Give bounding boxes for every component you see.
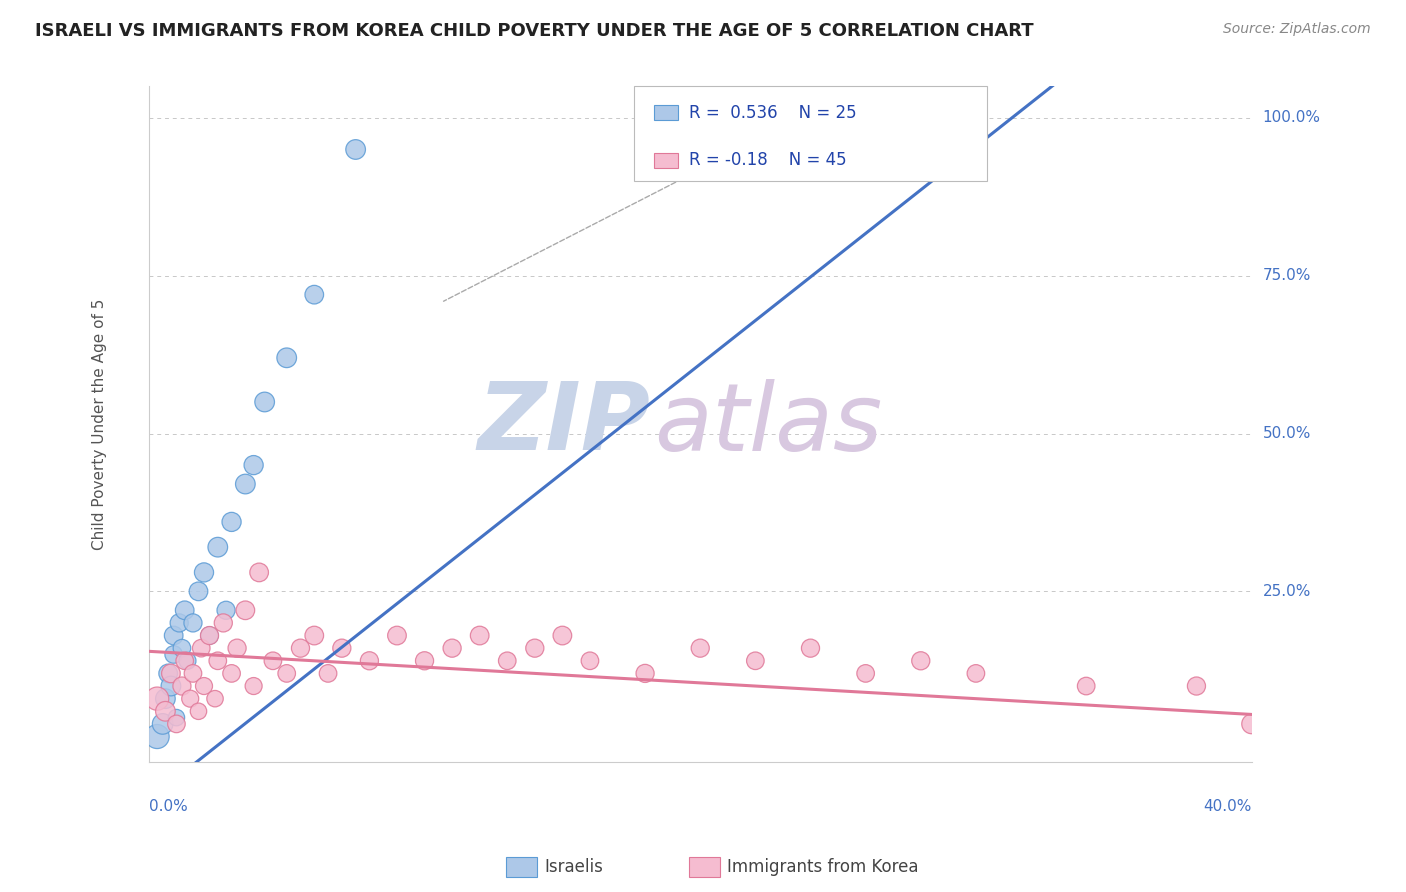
Point [221,666,243,681]
Point [181,666,204,681]
Point [799,641,821,656]
Point [441,641,464,656]
Point [152,717,174,731]
Point [262,654,284,668]
Point [173,603,195,617]
Text: ZIP: ZIP [478,378,651,470]
Point [744,654,766,668]
Point [181,615,204,630]
Point [204,691,226,706]
Point [359,654,381,668]
Point [146,691,169,706]
Point [330,641,353,656]
Point [304,287,326,301]
Point [579,654,602,668]
Point [163,628,186,642]
Point [965,666,987,681]
Point [551,628,574,642]
Point [689,641,711,656]
Point [1076,679,1098,693]
Text: ISRAELI VS IMMIGRANTS FROM KOREA CHILD POVERTY UNDER THE AGE OF 5 CORRELATION CH: ISRAELI VS IMMIGRANTS FROM KOREA CHILD P… [35,22,1033,40]
Point [413,654,436,668]
Text: atlas: atlas [654,378,882,469]
Text: Immigrants from Korea: Immigrants from Korea [727,858,918,876]
Point [253,395,276,409]
Point [157,666,180,681]
Point [1240,717,1263,731]
Point [198,628,221,642]
Text: 75.0%: 75.0% [1263,268,1310,284]
Text: 40.0%: 40.0% [1204,799,1251,814]
Text: 50.0%: 50.0% [1263,426,1310,441]
Point [155,704,177,718]
Point [242,679,264,693]
Point [235,603,257,617]
Point [468,628,491,642]
Text: 100.0%: 100.0% [1263,111,1320,126]
Point [193,566,215,580]
Point [170,641,193,656]
Point [242,458,264,472]
Point [316,666,339,681]
Text: R = -0.18    N = 45: R = -0.18 N = 45 [689,151,846,169]
Text: Israelis: Israelis [544,858,603,876]
Text: Source: ZipAtlas.com: Source: ZipAtlas.com [1223,22,1371,37]
Point [160,666,183,681]
Point [221,515,243,529]
Point [910,654,932,668]
Point [385,628,408,642]
Bar [654,105,678,120]
Point [187,584,209,599]
Point [215,603,238,617]
Point [173,654,195,668]
Point [165,710,187,724]
Point [1185,679,1208,693]
Point [160,679,183,693]
Point [163,648,186,662]
Point [226,641,249,656]
Point [523,641,546,656]
Bar [634,87,987,181]
Point [344,143,367,157]
Point [187,704,209,718]
Point [212,615,235,630]
Point [276,666,298,681]
Point [207,540,229,554]
Text: 0.0%: 0.0% [149,799,187,814]
Point [496,654,519,668]
Point [634,666,657,681]
Point [176,654,198,668]
Bar [654,153,678,168]
Text: 25.0%: 25.0% [1263,584,1310,599]
Text: Child Poverty Under the Age of 5: Child Poverty Under the Age of 5 [91,299,107,549]
Point [167,615,190,630]
Point [165,717,187,731]
Point [235,477,257,491]
Point [290,641,312,656]
Point [179,691,201,706]
Point [855,666,877,681]
Point [146,730,169,744]
Point [198,628,221,642]
Point [170,679,193,693]
Text: R =  0.536    N = 25: R = 0.536 N = 25 [689,103,856,122]
Point [190,641,212,656]
Point [207,654,229,668]
Point [193,679,215,693]
Point [276,351,298,365]
Point [304,628,326,642]
Point [155,691,177,706]
Point [247,566,270,580]
